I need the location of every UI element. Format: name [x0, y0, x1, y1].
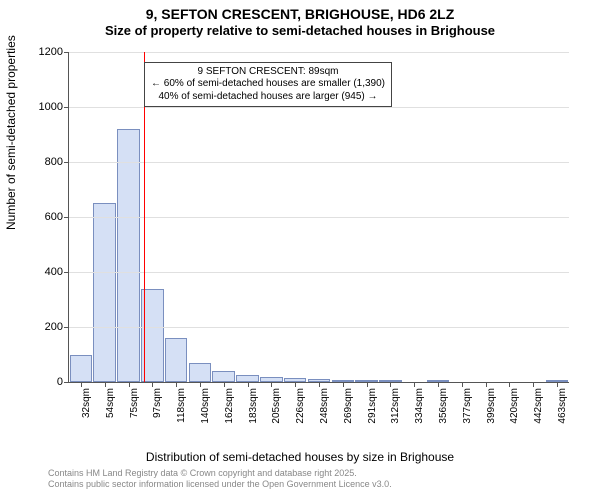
y-tick-mark: [64, 272, 69, 273]
x-tick-label: 162sqm: [224, 388, 235, 424]
annotation-box: 9 SEFTON CRESCENT: 89sqm← 60% of semi-de…: [144, 62, 392, 108]
y-tick-mark: [64, 162, 69, 163]
y-tick-label: 600: [45, 211, 63, 223]
x-tick-mark: [248, 382, 249, 387]
x-tick-mark: [462, 382, 463, 387]
y-tick-label: 200: [45, 321, 63, 333]
x-tick-label: 32sqm: [81, 388, 92, 418]
chart-area: 02004006008001000120032sqm54sqm75sqm97sq…: [48, 52, 568, 422]
x-tick-mark: [390, 382, 391, 387]
y-tick-mark: [64, 217, 69, 218]
x-tick-mark: [319, 382, 320, 387]
x-tick-label: 334sqm: [414, 388, 425, 424]
x-tick-label: 291sqm: [367, 388, 378, 424]
x-tick-label: 248sqm: [319, 388, 330, 424]
x-tick-label: 118sqm: [176, 388, 187, 423]
x-tick-label: 312sqm: [390, 388, 401, 424]
credit-line-2: Contains public sector information licen…: [48, 479, 392, 490]
x-tick-mark: [533, 382, 534, 387]
x-tick-mark: [414, 382, 415, 387]
credits: Contains HM Land Registry data © Crown c…: [48, 468, 392, 490]
x-tick-label: 97sqm: [152, 388, 163, 418]
x-tick-mark: [81, 382, 82, 387]
bar: [117, 129, 140, 382]
x-tick-mark: [509, 382, 510, 387]
x-tick-mark: [271, 382, 272, 387]
bar: [212, 371, 235, 382]
x-tick-label: 420sqm: [509, 388, 520, 424]
plot-area: 02004006008001000120032sqm54sqm75sqm97sq…: [68, 52, 569, 383]
x-tick-mark: [105, 382, 106, 387]
x-tick-label: 205sqm: [271, 388, 282, 424]
y-tick-label: 400: [45, 266, 63, 278]
y-tick-mark: [64, 52, 69, 53]
x-tick-label: 463sqm: [557, 388, 568, 424]
annotation-line: ← 60% of semi-detached houses are smalle…: [151, 78, 385, 91]
title-block: 9, SEFTON CRESCENT, BRIGHOUSE, HD6 2LZ S…: [0, 0, 600, 38]
credit-line-1: Contains HM Land Registry data © Crown c…: [48, 468, 392, 479]
bar: [93, 203, 116, 382]
annotation-line: 40% of semi-detached houses are larger (…: [151, 91, 385, 104]
x-tick-mark: [486, 382, 487, 387]
bar: [189, 363, 212, 382]
y-tick-mark: [64, 107, 69, 108]
title-sub: Size of property relative to semi-detach…: [0, 23, 600, 38]
x-tick-label: 269sqm: [343, 388, 354, 424]
bar: [236, 375, 259, 382]
x-tick-mark: [224, 382, 225, 387]
x-tick-mark: [200, 382, 201, 387]
x-tick-label: 183sqm: [248, 388, 259, 424]
y-tick-mark: [64, 327, 69, 328]
x-tick-mark: [129, 382, 130, 387]
x-tick-mark: [367, 382, 368, 387]
x-tick-label: 377sqm: [462, 388, 473, 424]
x-tick-label: 399sqm: [486, 388, 497, 424]
x-tick-mark: [557, 382, 558, 387]
x-tick-label: 54sqm: [105, 388, 116, 418]
x-tick-mark: [152, 382, 153, 387]
title-main: 9, SEFTON CRESCENT, BRIGHOUSE, HD6 2LZ: [0, 6, 600, 22]
x-tick-label: 356sqm: [438, 388, 449, 424]
bar: [165, 338, 188, 382]
x-tick-label: 140sqm: [200, 388, 211, 424]
x-tick-mark: [343, 382, 344, 387]
y-tick-label: 800: [45, 156, 63, 168]
x-axis-label: Distribution of semi-detached houses by …: [0, 450, 600, 464]
x-tick-mark: [438, 382, 439, 387]
bar: [70, 355, 93, 383]
y-axis-label: Number of semi-detached properties: [4, 35, 18, 230]
x-tick-mark: [295, 382, 296, 387]
chart-container: 9, SEFTON CRESCENT, BRIGHOUSE, HD6 2LZ S…: [0, 0, 600, 500]
x-tick-label: 442sqm: [533, 388, 544, 424]
y-tick-label: 1000: [39, 101, 63, 113]
annotation-line: 9 SEFTON CRESCENT: 89sqm: [151, 66, 385, 79]
x-tick-label: 75sqm: [129, 388, 140, 418]
y-tick-mark: [64, 382, 69, 383]
x-tick-mark: [176, 382, 177, 387]
y-tick-label: 1200: [39, 46, 63, 58]
y-tick-label: 0: [57, 376, 63, 388]
x-tick-label: 226sqm: [295, 388, 306, 424]
